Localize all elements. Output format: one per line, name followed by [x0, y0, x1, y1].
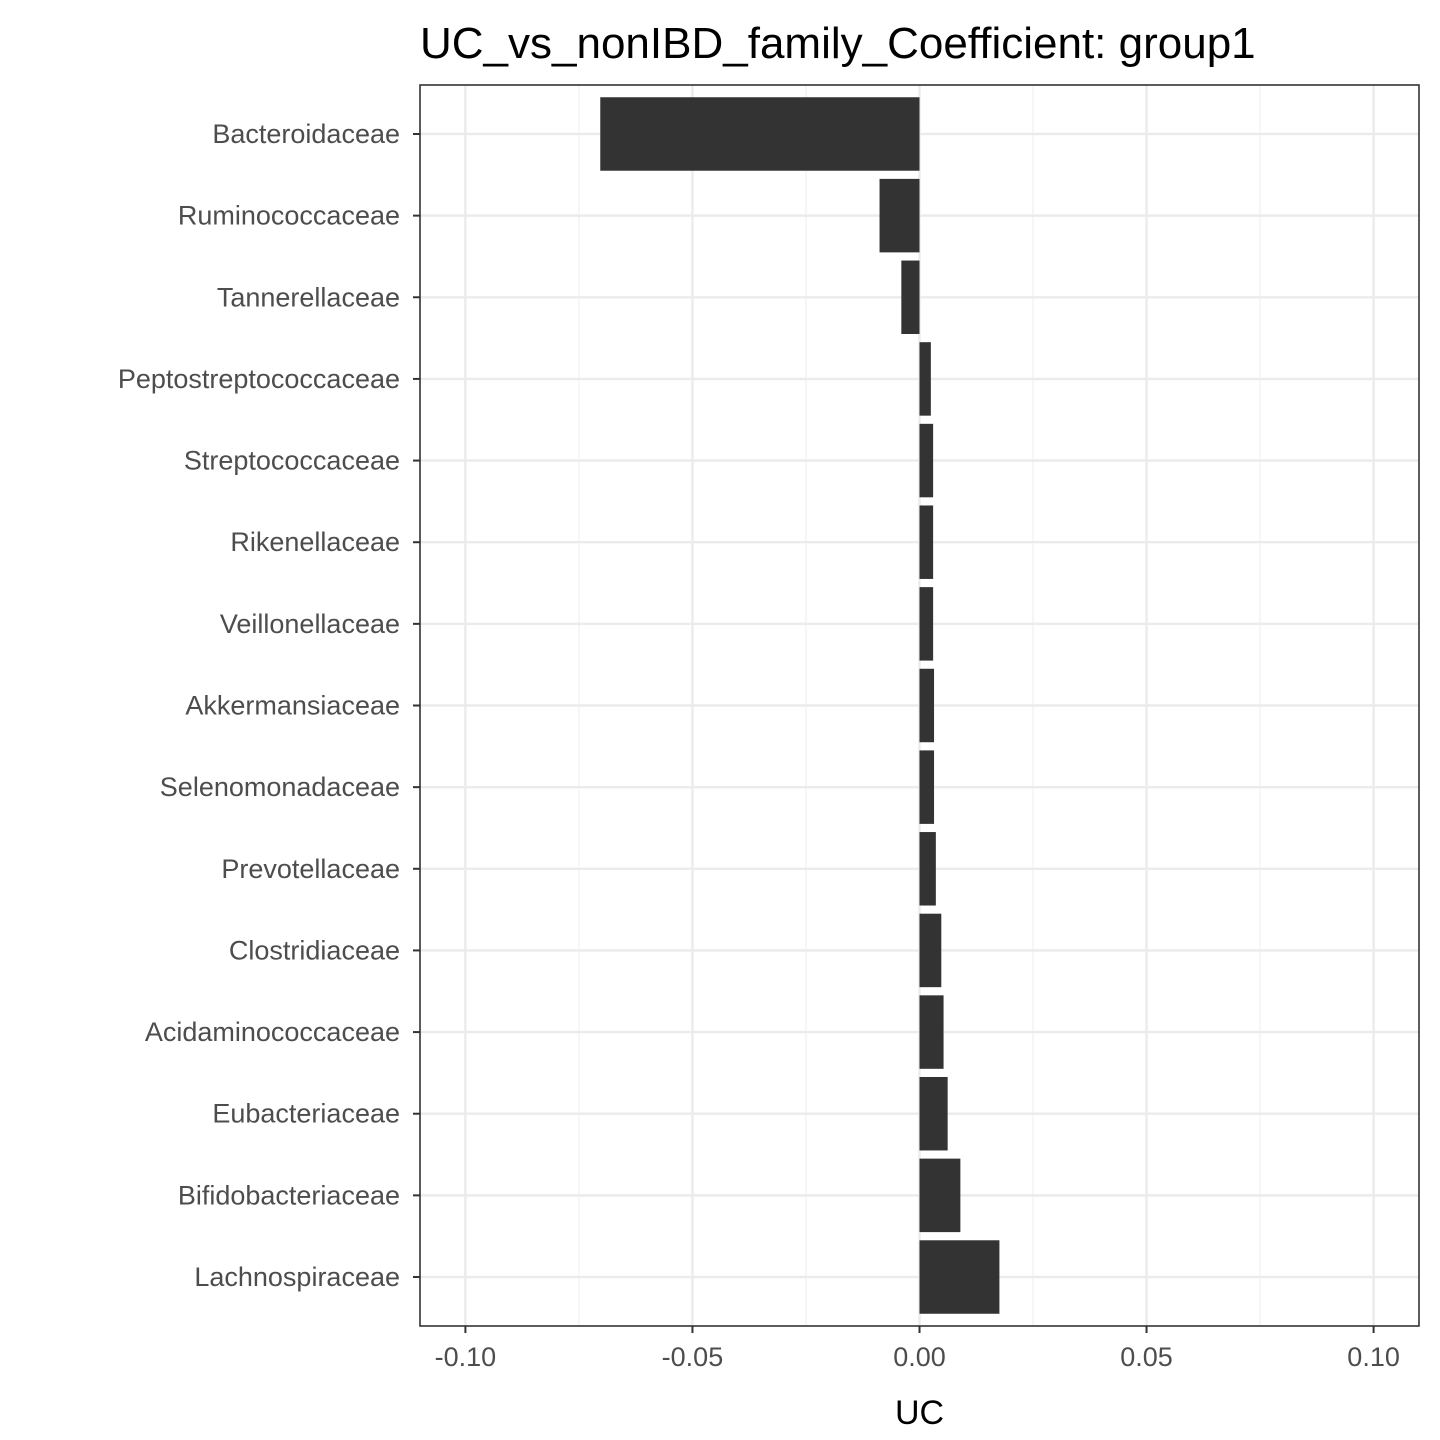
y-tick-label: Akkermansiaceae	[185, 691, 400, 721]
y-tick-label: Eubacteriaceae	[212, 1099, 400, 1129]
x-tick-label: -0.10	[435, 1342, 497, 1372]
y-tick-label: Tannerellaceae	[217, 282, 400, 312]
y-tick-label: Lachnospiraceae	[194, 1262, 400, 1292]
x-tick-label: 0.05	[1120, 1342, 1173, 1372]
x-tick-label: -0.05	[662, 1342, 724, 1372]
bar	[919, 342, 931, 416]
bar	[919, 832, 936, 906]
y-tick-label: Clostridiaceae	[229, 935, 400, 965]
bar	[600, 97, 920, 171]
y-tick-label: Rikenellaceae	[230, 527, 400, 557]
x-axis-label: UC	[895, 1394, 944, 1432]
bar	[879, 178, 920, 253]
y-tick-label: Veillonellaceae	[220, 609, 400, 639]
bar	[901, 260, 920, 335]
bar	[919, 1076, 948, 1151]
bar	[919, 995, 944, 1069]
chart-title: UC_vs_nonIBD_family_Coefficient: group1	[420, 19, 1256, 68]
y-tick-label: Peptostreptococcaceae	[118, 364, 400, 394]
y-tick-label: Acidaminococcaceae	[145, 1017, 400, 1047]
bar	[919, 587, 934, 661]
y-tick-label: Bacteroidaceae	[212, 119, 400, 149]
y-tick-label: Bifidobacteriaceae	[178, 1180, 400, 1210]
y-tick-label: Prevotellaceae	[221, 854, 400, 884]
bar	[919, 505, 934, 579]
x-tick-label: 0.10	[1347, 1342, 1400, 1372]
bars	[600, 97, 1000, 1314]
bar	[919, 1158, 961, 1233]
y-tick-label: Ruminococcaceae	[178, 201, 400, 231]
bar	[919, 750, 935, 824]
y-tick-label: Streptococcaceae	[184, 446, 400, 476]
bar	[919, 1240, 1000, 1314]
bar	[919, 913, 942, 988]
x-axis: -0.10 -0.05 0.00 0.05 0.10	[435, 1326, 1400, 1372]
y-axis: Bacteroidaceae Ruminococcaceae Tannerellac…	[118, 119, 420, 1292]
x-tick-label: 0.00	[893, 1342, 946, 1372]
y-tick-label: Selenomonadaceae	[160, 772, 400, 802]
bar	[919, 423, 934, 498]
bar	[919, 668, 935, 743]
